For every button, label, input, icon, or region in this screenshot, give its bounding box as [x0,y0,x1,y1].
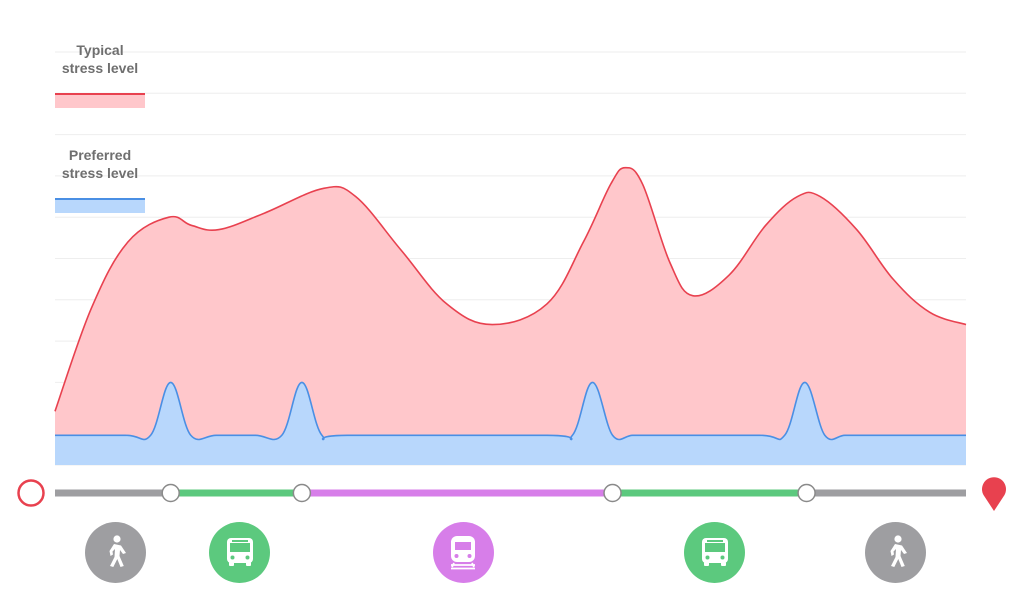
preferred-stress-area [55,382,966,465]
mode-badge-walk[interactable] [84,521,146,583]
mode-badge-walk[interactable] [865,521,927,583]
destination-pin-icon[interactable] [982,477,1007,511]
mode-badge-bus[interactable] [209,521,271,583]
legend-typical-swatch-line [55,93,145,95]
typical-stress-area [55,167,966,465]
typical-stress-line [54,166,967,412]
route-bar [17,477,1007,511]
preferred-stress-line [55,381,966,441]
route-stop[interactable] [603,483,622,503]
legend-preferred-label-line1: Preferred [68,147,132,163]
route-stop[interactable] [161,483,180,503]
legend-preferred-label-line2: stress level [61,165,139,181]
walking-person-icon [876,532,916,572]
walking-person-icon [95,532,135,572]
legend-typical-swatch [55,93,145,108]
bus-icon [220,532,260,572]
legend-preferred-swatch [55,198,145,213]
legend-typical-label-line2: stress level [61,60,139,76]
legend-preferred: Preferred stress level [55,146,145,213]
train-icon [443,532,483,572]
legend-preferred-swatch-line [55,198,145,200]
legend-typical: Typical stress level [55,41,145,108]
route-stop[interactable] [292,483,312,503]
plot-area [54,166,967,465]
bus-icon [695,532,735,572]
origin-ring-icon[interactable] [17,479,45,507]
mode-badge-bus[interactable] [684,521,746,583]
legend-typical-label-line1: Typical [76,42,124,58]
route-stop[interactable] [797,483,816,503]
mode-badge-train[interactable] [432,521,494,583]
